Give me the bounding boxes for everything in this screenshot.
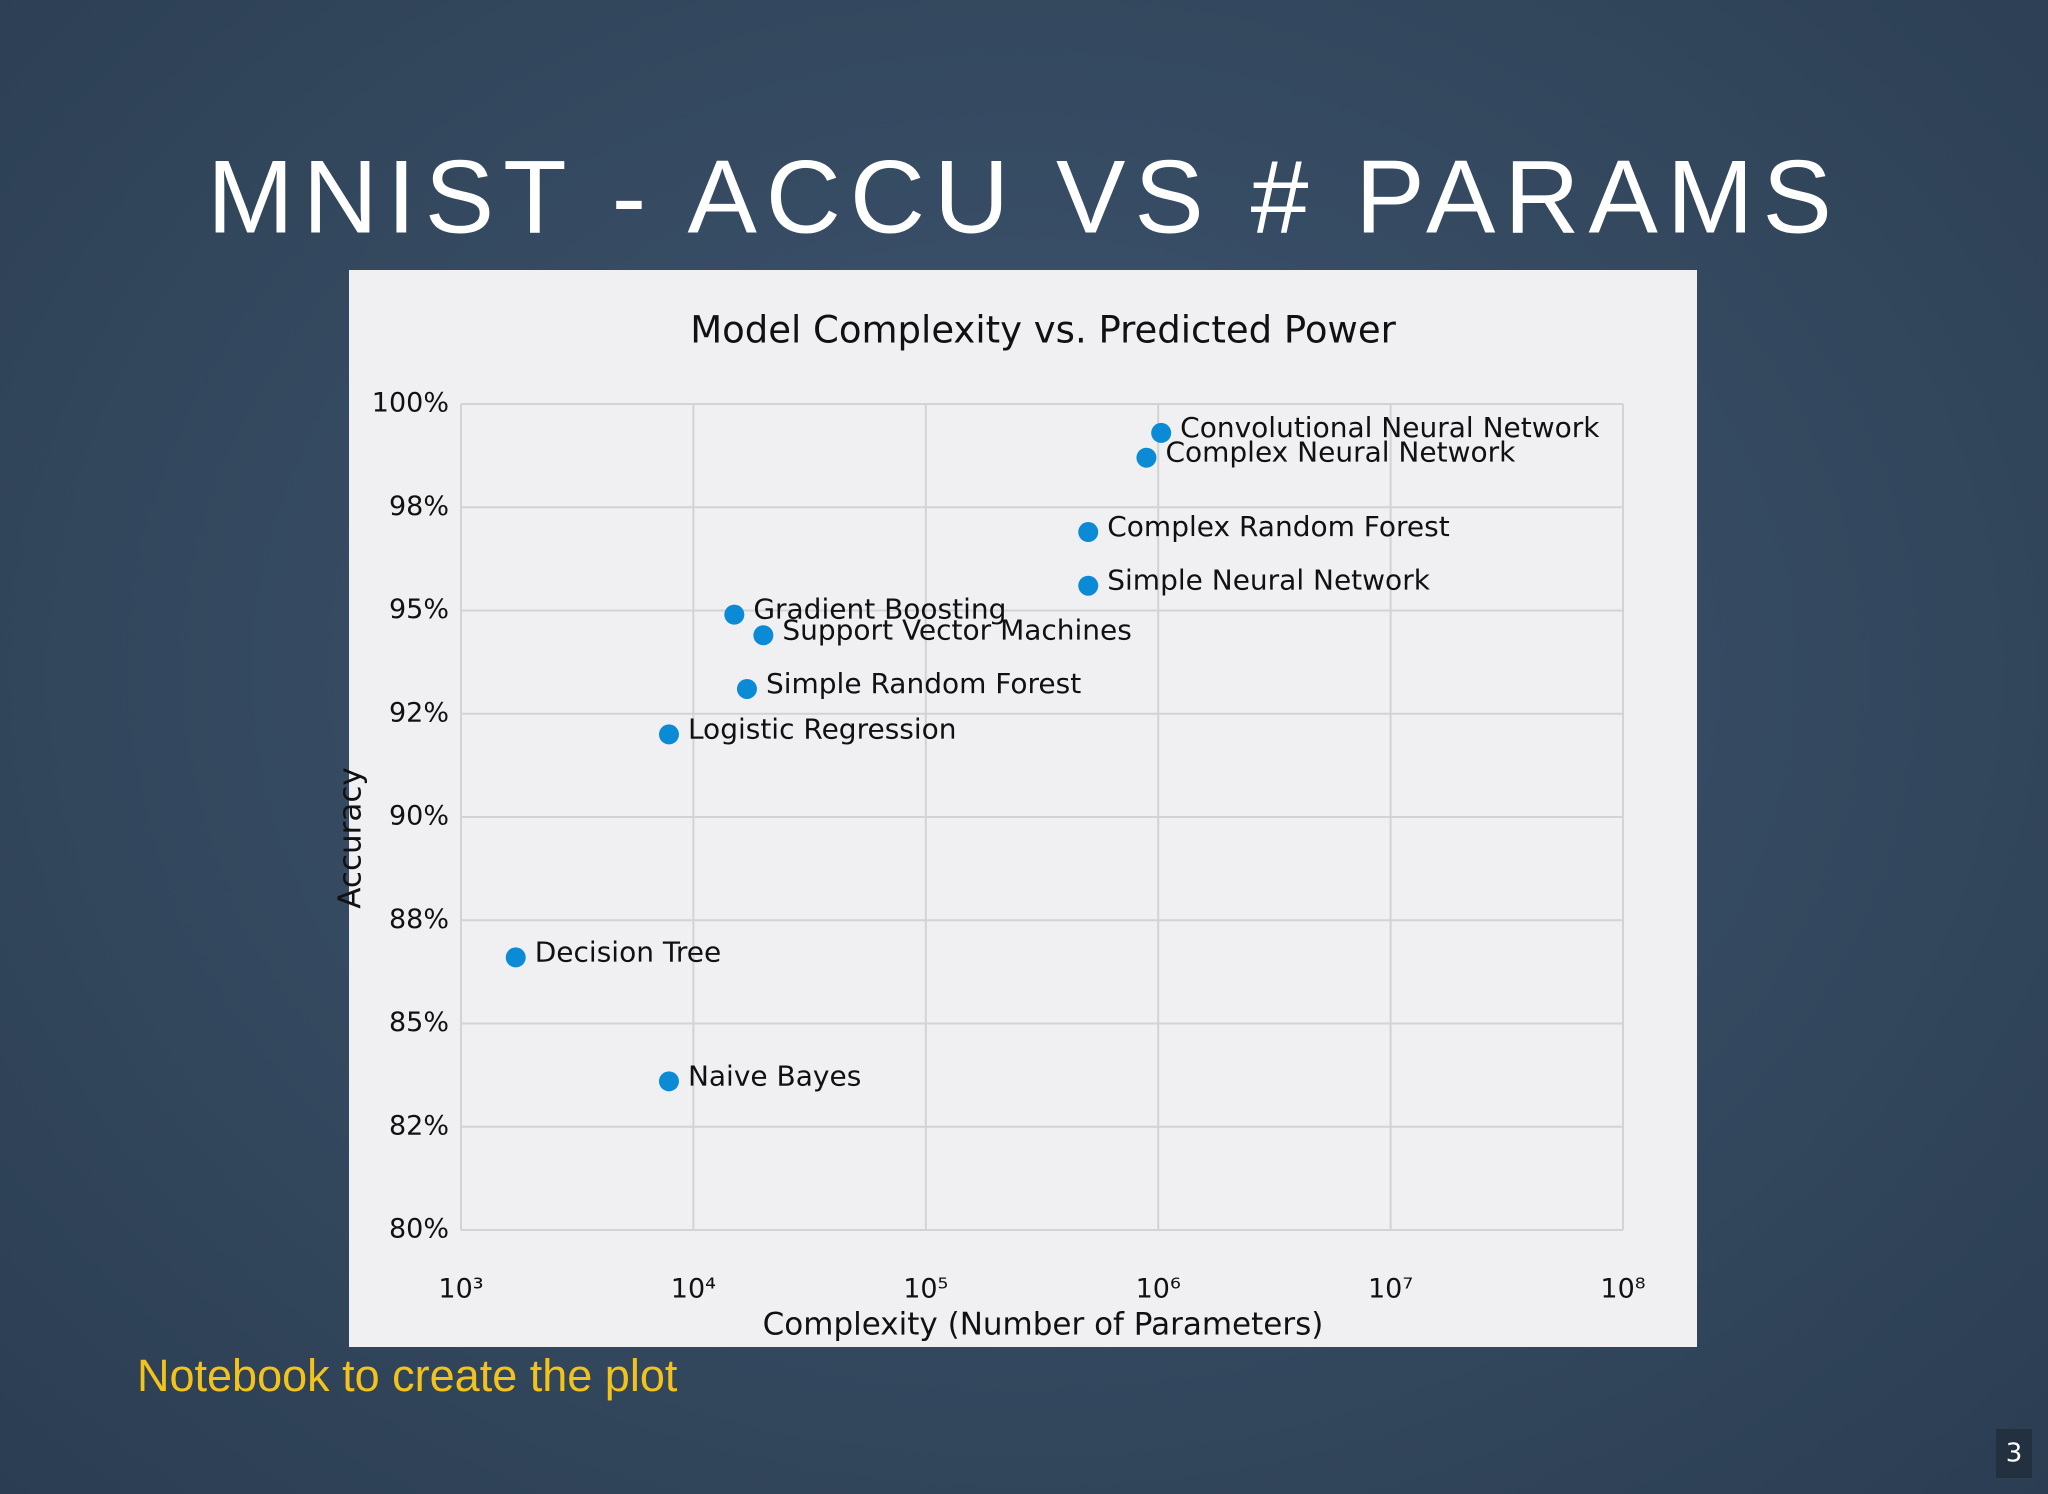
chart-panel — [349, 270, 1697, 1347]
x-tick-label: 10⁶ — [1136, 1274, 1181, 1305]
data-point — [1136, 447, 1157, 468]
data-point — [1078, 522, 1099, 543]
page-number-box — [1996, 1429, 2032, 1478]
data-point — [724, 604, 745, 625]
point-label: Decision Tree — [535, 935, 721, 968]
slide-title: MNIST - ACCU VS # PARAMS — [207, 139, 1841, 255]
point-label: Support Vector Machines — [782, 613, 1132, 646]
point-label: Gradient Boosting — [753, 593, 1006, 626]
point-label: Simple Neural Network — [1107, 564, 1430, 597]
chart-title: Model Complexity vs. Predicted Power — [690, 309, 1396, 352]
y-tick-label: 80% — [389, 1214, 449, 1245]
data-point — [1151, 422, 1172, 443]
x-tick-label: 10⁷ — [1368, 1274, 1413, 1305]
x-tick-label: 10⁵ — [903, 1274, 948, 1305]
data-point — [736, 678, 757, 699]
x-tick-label: 10³ — [438, 1274, 483, 1305]
data-point — [1078, 575, 1099, 596]
notebook-link[interactable]: Notebook to create the plot — [137, 1350, 678, 1401]
data-point — [658, 1071, 679, 1092]
y-tick-label: 90% — [389, 801, 449, 832]
data-point — [505, 947, 526, 968]
x-tick-label: 10⁴ — [671, 1274, 716, 1305]
x-axis-label: Complexity (Number of Parameters) — [763, 1307, 1324, 1343]
point-label: Naive Bayes — [688, 1059, 861, 1092]
point-label: Complex Neural Network — [1165, 436, 1516, 469]
y-tick-label: 98% — [389, 491, 449, 522]
y-tick-label: 92% — [389, 697, 449, 728]
y-tick-label: 85% — [389, 1007, 449, 1038]
point-label: Complex Random Forest — [1107, 510, 1449, 543]
data-point — [753, 625, 774, 646]
y-tick-label: 95% — [389, 594, 449, 625]
data-point — [658, 724, 679, 745]
x-tick-label: 10⁸ — [1600, 1274, 1645, 1305]
y-tick-label: 82% — [389, 1110, 449, 1141]
plot-area: 80% 82% 85% 88% 90% 92% 95% 98% 100% 10³ 10⁴ 10⁵ 10⁶… — [372, 388, 1646, 1305]
y-axis-label: Accuracy — [333, 767, 369, 909]
y-tick-label: 88% — [389, 904, 449, 935]
page-number: 3 — [2006, 1439, 2023, 1469]
point-label: Convolutional Neural Network — [1180, 411, 1600, 444]
point-label: Logistic Regression — [688, 712, 957, 745]
point-label: Simple Random Forest — [766, 667, 1081, 700]
y-tick-label: 100% — [372, 388, 449, 419]
